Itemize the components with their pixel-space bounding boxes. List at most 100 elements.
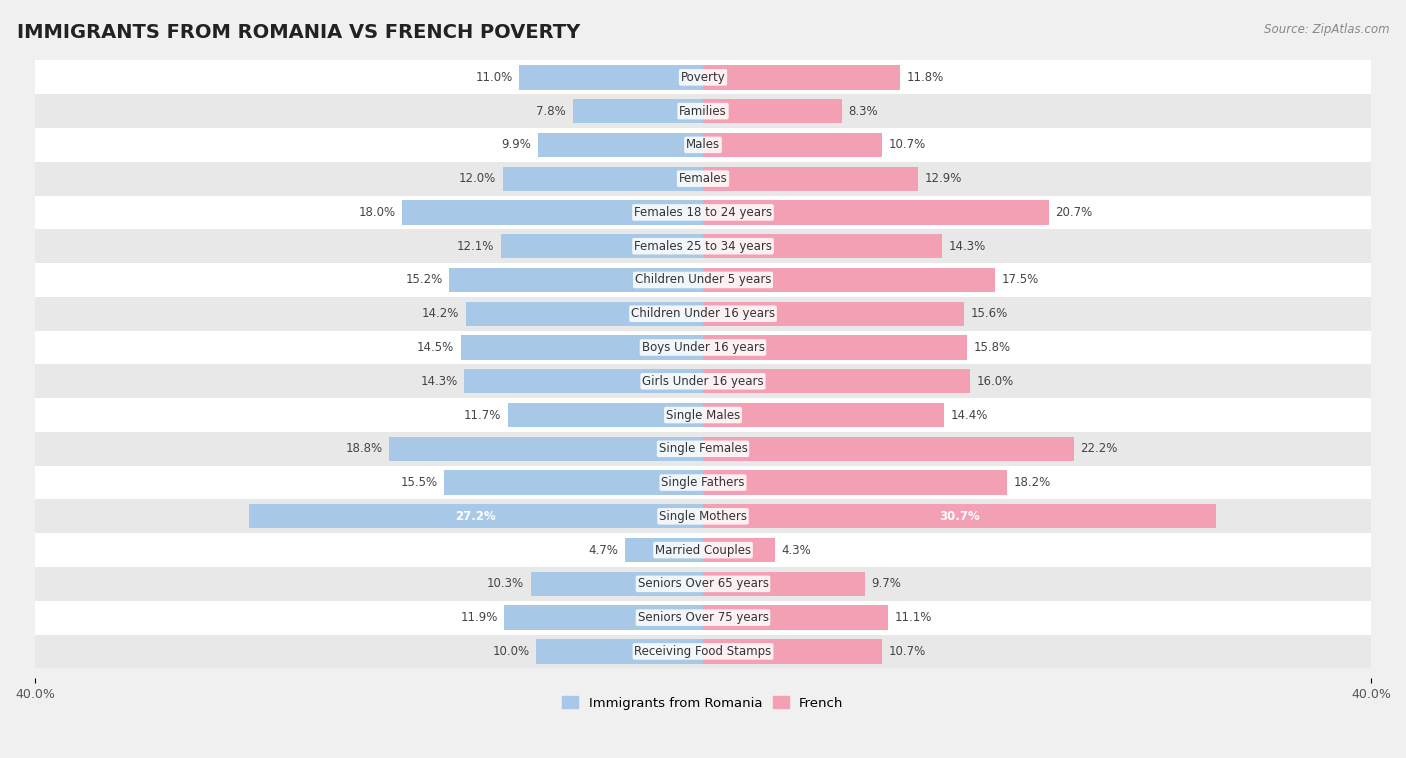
Bar bbox=[35, 263, 1371, 297]
Text: 12.9%: 12.9% bbox=[925, 172, 963, 185]
Text: 22.2%: 22.2% bbox=[1080, 443, 1118, 456]
Bar bbox=[35, 94, 1371, 128]
Bar bbox=[35, 365, 1371, 398]
Text: 15.8%: 15.8% bbox=[973, 341, 1011, 354]
Bar bbox=[703, 538, 775, 562]
Bar bbox=[572, 99, 703, 124]
Text: Single Males: Single Males bbox=[666, 409, 740, 421]
Text: 30.7%: 30.7% bbox=[939, 510, 980, 523]
Text: 10.7%: 10.7% bbox=[889, 139, 925, 152]
Text: Children Under 5 years: Children Under 5 years bbox=[634, 274, 772, 287]
Text: 15.6%: 15.6% bbox=[970, 307, 1008, 320]
Bar bbox=[703, 369, 970, 393]
Text: Single Mothers: Single Mothers bbox=[659, 510, 747, 523]
Bar bbox=[505, 606, 703, 630]
Bar bbox=[35, 567, 1371, 601]
Text: 15.5%: 15.5% bbox=[401, 476, 437, 489]
Text: Boys Under 16 years: Boys Under 16 years bbox=[641, 341, 765, 354]
Bar bbox=[35, 161, 1371, 196]
Bar bbox=[519, 65, 703, 89]
Text: 10.0%: 10.0% bbox=[492, 645, 529, 658]
Bar bbox=[501, 234, 703, 258]
Bar bbox=[536, 639, 703, 663]
Text: 7.8%: 7.8% bbox=[536, 105, 567, 117]
Bar bbox=[703, 133, 882, 157]
Text: 20.7%: 20.7% bbox=[1056, 206, 1092, 219]
Bar bbox=[35, 601, 1371, 634]
Bar bbox=[35, 297, 1371, 330]
Bar bbox=[35, 230, 1371, 263]
Text: Seniors Over 65 years: Seniors Over 65 years bbox=[637, 578, 769, 590]
Bar bbox=[35, 330, 1371, 365]
Bar bbox=[35, 634, 1371, 669]
Text: 11.7%: 11.7% bbox=[464, 409, 501, 421]
Bar bbox=[464, 369, 703, 393]
Bar bbox=[703, 302, 963, 326]
Text: 16.0%: 16.0% bbox=[977, 374, 1014, 388]
Text: 18.8%: 18.8% bbox=[346, 443, 382, 456]
Text: 10.3%: 10.3% bbox=[486, 578, 524, 590]
Text: 10.7%: 10.7% bbox=[889, 645, 925, 658]
Text: Married Couples: Married Couples bbox=[655, 543, 751, 556]
Bar bbox=[537, 133, 703, 157]
Legend: Immigrants from Romania, French: Immigrants from Romania, French bbox=[557, 691, 849, 715]
Text: 11.8%: 11.8% bbox=[907, 70, 943, 84]
Bar bbox=[444, 471, 703, 495]
Bar bbox=[703, 639, 882, 663]
Bar bbox=[703, 504, 1216, 528]
Bar bbox=[35, 196, 1371, 230]
Text: 14.2%: 14.2% bbox=[422, 307, 460, 320]
Bar bbox=[703, 471, 1007, 495]
Text: 11.1%: 11.1% bbox=[896, 611, 932, 624]
Bar bbox=[703, 234, 942, 258]
Bar bbox=[703, 167, 918, 191]
Bar bbox=[249, 504, 703, 528]
Bar bbox=[703, 572, 865, 596]
Bar bbox=[502, 167, 703, 191]
Bar bbox=[465, 302, 703, 326]
Text: Single Fathers: Single Fathers bbox=[661, 476, 745, 489]
Text: Males: Males bbox=[686, 139, 720, 152]
Bar bbox=[703, 200, 1049, 224]
Text: 14.3%: 14.3% bbox=[949, 240, 986, 252]
Text: IMMIGRANTS FROM ROMANIA VS FRENCH POVERTY: IMMIGRANTS FROM ROMANIA VS FRENCH POVERT… bbox=[17, 23, 581, 42]
Bar bbox=[35, 533, 1371, 567]
Text: 4.7%: 4.7% bbox=[588, 543, 617, 556]
Bar bbox=[402, 200, 703, 224]
Text: 15.2%: 15.2% bbox=[405, 274, 443, 287]
Text: Poverty: Poverty bbox=[681, 70, 725, 84]
Text: 9.7%: 9.7% bbox=[872, 578, 901, 590]
Bar bbox=[35, 432, 1371, 465]
Bar bbox=[449, 268, 703, 292]
Bar bbox=[35, 128, 1371, 161]
Text: 9.9%: 9.9% bbox=[501, 139, 531, 152]
Bar bbox=[703, 65, 900, 89]
Text: Seniors Over 75 years: Seniors Over 75 years bbox=[637, 611, 769, 624]
Bar bbox=[461, 335, 703, 359]
Text: Children Under 16 years: Children Under 16 years bbox=[631, 307, 775, 320]
Text: Females 18 to 24 years: Females 18 to 24 years bbox=[634, 206, 772, 219]
Bar bbox=[508, 403, 703, 428]
Bar bbox=[703, 99, 842, 124]
Text: 11.9%: 11.9% bbox=[460, 611, 498, 624]
Text: Females 25 to 34 years: Females 25 to 34 years bbox=[634, 240, 772, 252]
Text: 12.0%: 12.0% bbox=[458, 172, 496, 185]
Bar bbox=[624, 538, 703, 562]
Bar bbox=[35, 61, 1371, 94]
Text: Families: Families bbox=[679, 105, 727, 117]
Text: 14.4%: 14.4% bbox=[950, 409, 987, 421]
Bar bbox=[703, 606, 889, 630]
Text: 12.1%: 12.1% bbox=[457, 240, 495, 252]
Text: 18.2%: 18.2% bbox=[1014, 476, 1050, 489]
Text: 14.3%: 14.3% bbox=[420, 374, 457, 388]
Text: Girls Under 16 years: Girls Under 16 years bbox=[643, 374, 763, 388]
Text: 27.2%: 27.2% bbox=[456, 510, 496, 523]
Bar bbox=[389, 437, 703, 461]
Text: Receiving Food Stamps: Receiving Food Stamps bbox=[634, 645, 772, 658]
Bar bbox=[35, 398, 1371, 432]
Text: 11.0%: 11.0% bbox=[475, 70, 513, 84]
Text: 4.3%: 4.3% bbox=[782, 543, 811, 556]
Bar bbox=[703, 403, 943, 428]
Bar bbox=[703, 437, 1074, 461]
Bar bbox=[35, 465, 1371, 500]
